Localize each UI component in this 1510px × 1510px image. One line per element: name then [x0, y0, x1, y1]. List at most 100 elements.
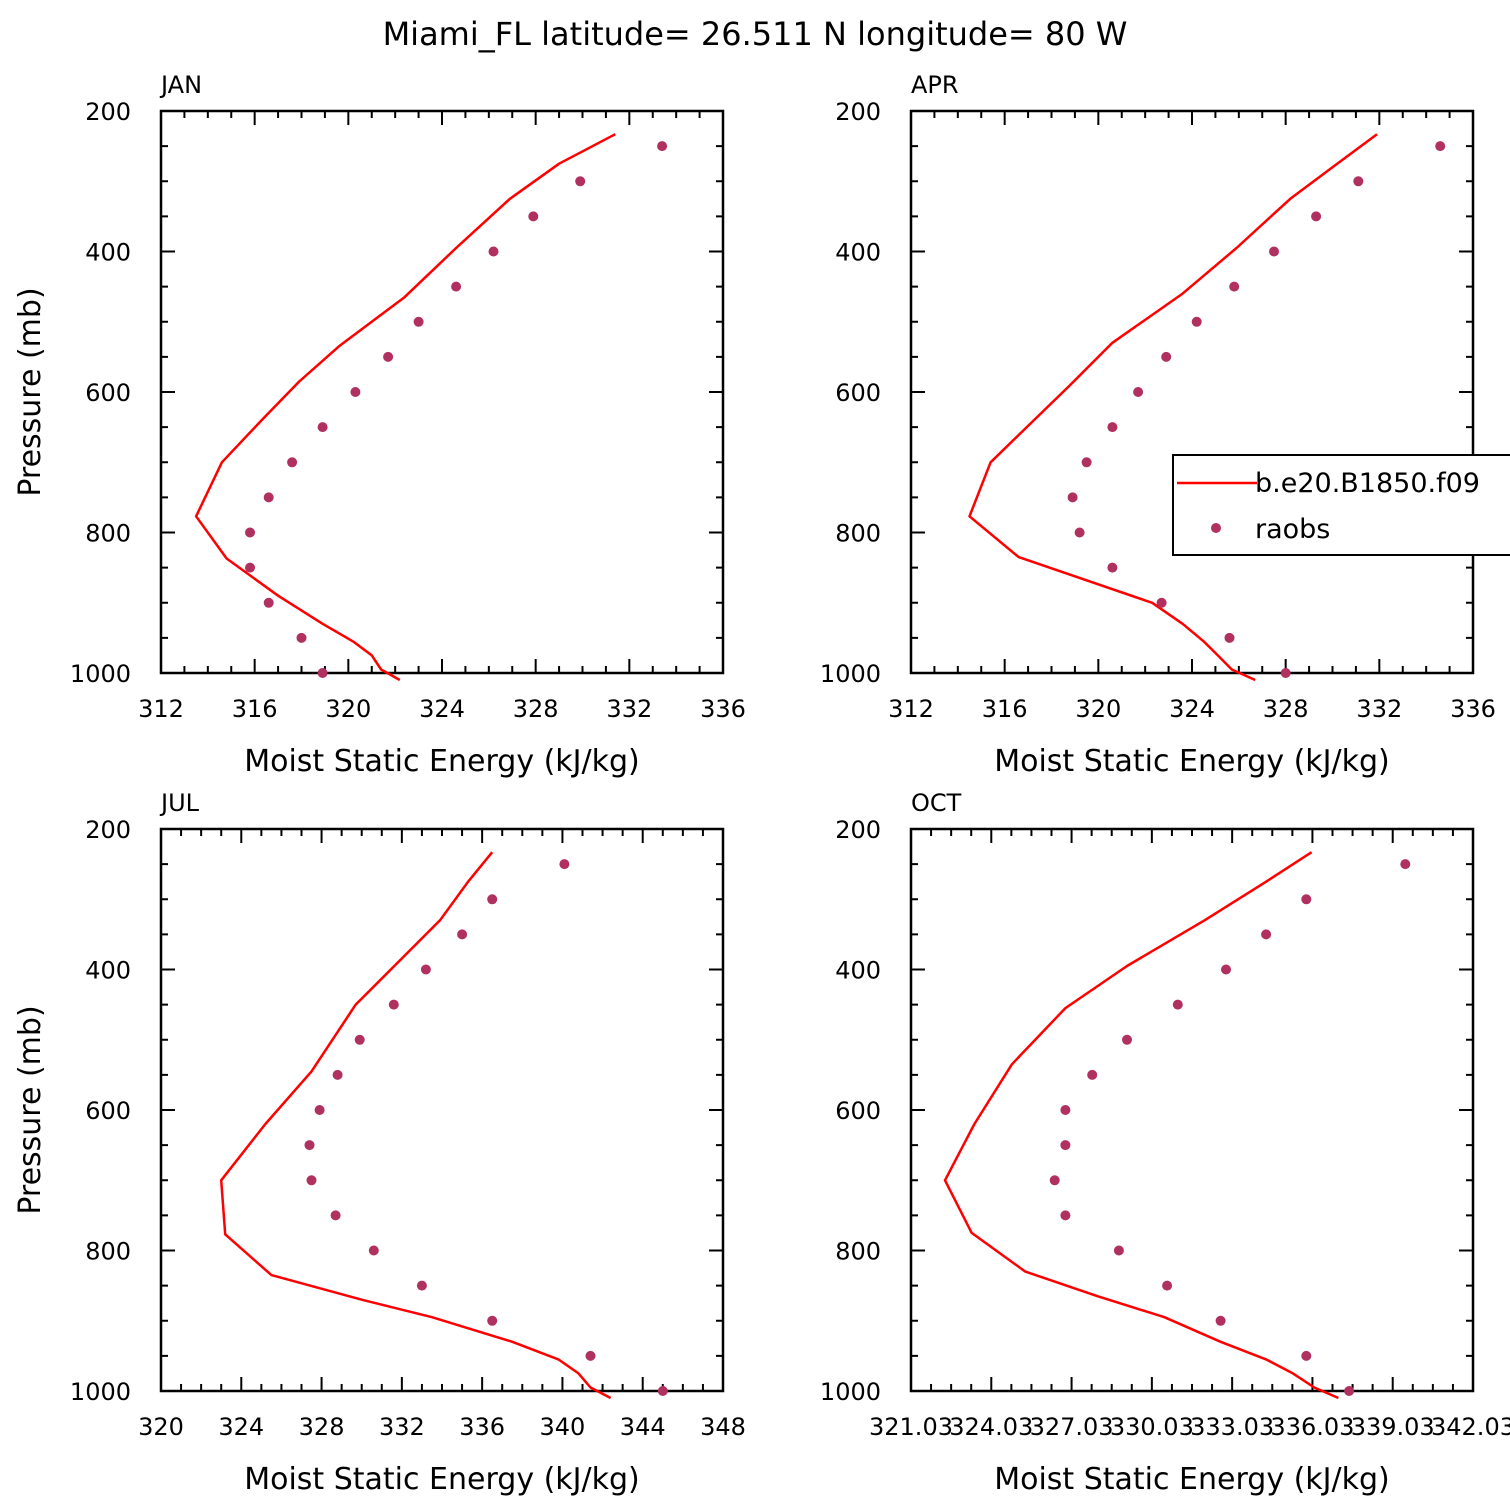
data-point-raobs — [1156, 597, 1167, 608]
x-tick-label: 340 — [540, 1413, 586, 1441]
data-point-raobs — [1162, 1280, 1173, 1291]
y-tick-label: 200 — [85, 816, 131, 844]
x-tick-label: 321.03 — [869, 1413, 953, 1441]
data-point-raobs — [1049, 1175, 1060, 1186]
legend-obs-label: raobs — [1255, 514, 1330, 545]
data-point-raobs — [559, 859, 570, 870]
x-tick-label: 344 — [620, 1413, 666, 1441]
data-point-raobs — [1060, 1210, 1071, 1221]
data-point-raobs — [1311, 211, 1322, 222]
x-tick-label: 336 — [700, 695, 746, 723]
data-point-raobs — [1081, 457, 1092, 468]
data-point-raobs — [1344, 1386, 1355, 1396]
x-tick-label: 316 — [982, 695, 1028, 723]
y-tick-label: 400 — [835, 957, 881, 985]
data-point-raobs — [1400, 859, 1411, 870]
y-tick-label: 400 — [85, 239, 131, 267]
data-point-raobs — [457, 929, 468, 940]
x-tick-label: 336 — [459, 1413, 505, 1441]
data-point-raobs — [296, 632, 307, 643]
y-tick-label: 600 — [835, 1097, 881, 1125]
data-point-raobs — [1133, 387, 1144, 397]
data-point-raobs — [1107, 422, 1118, 433]
y-tick-label: 400 — [835, 239, 881, 267]
data-point-raobs — [1074, 527, 1085, 538]
x-axis-title: Moist Static Energy (kJ/kg) — [994, 744, 1390, 779]
x-axis-title: Moist Static Energy (kJ/kg) — [244, 1462, 640, 1497]
data-point-raobs — [354, 1034, 365, 1045]
legend-obs-swatch — [1211, 523, 1221, 533]
data-point-raobs — [1229, 281, 1240, 292]
data-point-raobs — [1301, 1350, 1312, 1361]
data-point-raobs — [487, 894, 498, 905]
x-axis-title: Moist Static Energy (kJ/kg) — [244, 744, 640, 779]
x-tick-label: 328 — [299, 1413, 345, 1441]
data-point-raobs — [1269, 246, 1279, 257]
data-point-raobs — [1280, 668, 1291, 678]
x-tick-label: 348 — [700, 1413, 746, 1441]
data-point-raobs — [1107, 562, 1118, 573]
data-point-raobs — [1221, 964, 1231, 975]
x-tick-label: 320 — [138, 1413, 184, 1441]
series-line-model — [194, 133, 616, 682]
data-point-raobs — [383, 351, 394, 362]
panel-jan: JAN 312 316 320 324 328 332 336 200 400 600 800 1000… — [13, 71, 746, 779]
x-tick-label: 324 — [419, 695, 465, 723]
data-point-raobs — [657, 1386, 668, 1396]
x-tick-label: 320 — [325, 695, 371, 723]
data-point-raobs — [1353, 176, 1364, 187]
y-tick-label: 1000 — [820, 1378, 881, 1406]
legend: b.e20.B1850.f09 raobs — [1172, 454, 1510, 556]
data-point-raobs — [1261, 929, 1272, 940]
data-point-raobs — [287, 457, 298, 468]
data-point-raobs — [413, 316, 424, 327]
data-point-raobs — [245, 562, 255, 573]
data-point-raobs — [575, 176, 586, 187]
data-point-raobs — [528, 211, 539, 222]
plot-frame-oct — [909, 827, 1475, 1393]
x-tick-label: 336.03 — [1270, 1413, 1354, 1441]
data-point-raobs — [1215, 1315, 1226, 1326]
data-point-raobs — [332, 1069, 343, 1080]
panels: JAN 312 316 320 324 328 332 336 200 400 600 800 1000… — [13, 71, 1510, 1497]
x-tick-label: 333.03 — [1190, 1413, 1274, 1441]
panel-label-oct: OCT — [911, 789, 962, 817]
series-line-model — [968, 133, 1378, 682]
data-point-raobs — [1301, 894, 1312, 905]
x-tick-label: 312 — [138, 695, 184, 723]
series-line-model — [943, 851, 1339, 1400]
data-point-raobs — [488, 246, 499, 257]
panel-oct: OCT321.03324.03327.03330.03333.03336.033… — [820, 789, 1510, 1497]
x-tick-label: 312 — [888, 695, 934, 723]
legend-model-label: b.e20.B1850.f09 — [1255, 468, 1480, 499]
panel-apr: APR 312 316 320 324 328 332 336 200 400 600 800 1000… — [820, 71, 1496, 779]
x-tick-label: 339.03 — [1351, 1413, 1435, 1441]
data-point-raobs — [1172, 999, 1183, 1010]
y-tick-label: 600 — [85, 379, 131, 407]
data-point-raobs — [1067, 492, 1078, 503]
data-point-raobs — [1087, 1069, 1098, 1080]
data-point-raobs — [368, 1245, 379, 1256]
data-point-raobs — [263, 492, 274, 503]
data-point-raobs — [317, 422, 328, 433]
x-tick-label: 328 — [1263, 695, 1309, 723]
y-tick-label: 200 — [835, 816, 881, 844]
y-tick-label: 600 — [835, 379, 881, 407]
y-tick-label: 800 — [85, 520, 131, 548]
data-point-raobs — [350, 387, 361, 397]
plot-frame-jan — [159, 109, 725, 675]
data-point-raobs — [416, 1280, 427, 1291]
data-point-raobs — [1113, 1245, 1124, 1256]
y-tick-label: 400 — [85, 957, 131, 985]
x-tick-label: 324 — [218, 1413, 264, 1441]
data-point-raobs — [1435, 141, 1446, 152]
y-axis-title: Pressure (mb) — [13, 287, 48, 496]
data-point-raobs — [1224, 632, 1235, 643]
data-point-raobs — [304, 1140, 315, 1151]
y-tick-label: 1000 — [70, 1378, 131, 1406]
panel-label-jan: JAN — [159, 71, 202, 99]
data-point-raobs — [487, 1315, 498, 1326]
data-point-raobs — [1060, 1105, 1071, 1115]
data-point-raobs — [585, 1350, 596, 1361]
